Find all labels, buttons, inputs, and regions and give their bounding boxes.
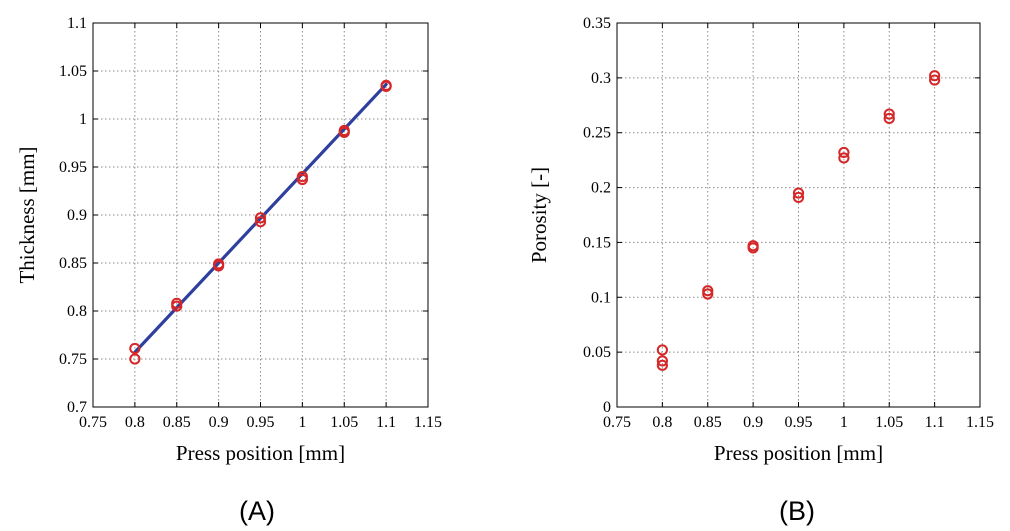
x-tick-label: 0.8: [125, 414, 145, 431]
data-point: [254, 216, 267, 228]
y-tick-label: 0.9: [67, 207, 87, 224]
x-tick-label: 1.15: [414, 414, 442, 431]
y-tick-label: 0.1: [591, 289, 611, 306]
data-point: [296, 173, 308, 186]
y-tick-label: 1: [79, 111, 87, 128]
data-point: [129, 353, 141, 365]
y-tick-label: 0: [603, 399, 611, 416]
data-point: [702, 288, 714, 300]
y-tick-label: 0.75: [59, 351, 87, 368]
data-point: [171, 300, 183, 312]
x-tick-label: 1: [840, 414, 848, 431]
x-tick-label: 0.85: [163, 414, 191, 431]
y-axis-label: Porosity [-]: [527, 167, 551, 263]
x-tick-label: 0.75: [603, 414, 631, 431]
x-tick-label: 0.75: [79, 414, 107, 431]
data-point: [929, 74, 941, 86]
y-tick-label: 0.95: [59, 159, 87, 176]
data-point: [129, 342, 141, 355]
panel-label: (B): [779, 496, 815, 526]
x-tick-label: 1.05: [330, 414, 358, 431]
x-tick-label: 1: [298, 414, 306, 431]
y-tick-label: 0.2: [591, 180, 611, 197]
y-tick-label: 0.35: [583, 15, 611, 32]
y-tick-label: 0.7: [67, 399, 87, 416]
panel-label: (A): [239, 496, 275, 526]
plot-frame: [92, 22, 429, 408]
data-point: [656, 355, 668, 367]
data-point: [702, 285, 714, 297]
y-tick-label: 0.85: [59, 255, 87, 272]
x-tick-label: 0.9: [743, 414, 763, 431]
data-point: [254, 212, 267, 224]
data-point: [338, 126, 350, 139]
data-point: [929, 70, 941, 82]
x-axis-label: Press position [mm]: [176, 441, 345, 465]
data-point: [380, 80, 392, 92]
x-tick-label: 0.8: [652, 414, 672, 431]
x-tick-label: 0.95: [247, 414, 275, 431]
data-point: [747, 242, 759, 254]
data-point: [883, 108, 895, 120]
y-tick-label: 1.05: [59, 63, 87, 80]
x-tick-label: 1.1: [925, 414, 945, 431]
x-tick-label: 1.1: [376, 414, 396, 431]
y-tick-label: 1.1: [67, 15, 87, 32]
chart-panel-a: 0.75 0.8 0.85 0.9 0.95 1 1.05 1.1 1.150.70.750.8…: [15, 15, 442, 526]
y-tick-label: 0.15: [583, 234, 611, 251]
y-axis-label: Thickness [mm]: [15, 146, 39, 283]
x-axis-label: Press position [mm]: [714, 441, 883, 465]
x-tick-label: 0.85: [694, 414, 722, 431]
plot-frame: [616, 22, 981, 408]
data-point: [838, 146, 850, 159]
y-tick-label: 0.8: [67, 303, 87, 320]
data-point: [656, 344, 668, 356]
data-point: [838, 152, 850, 164]
data-point: [213, 260, 225, 272]
x-tick-label: 0.9: [209, 414, 229, 431]
x-tick-label: 1.05: [875, 414, 903, 431]
data-point: [792, 187, 805, 199]
data-point: [883, 112, 895, 125]
data-point: [792, 191, 805, 204]
x-tick-label: 1.15: [966, 414, 994, 431]
y-tick-label: 0.25: [583, 125, 611, 142]
y-tick-label: 0.3: [591, 70, 611, 87]
x-tick-label: 0.95: [785, 414, 813, 431]
data-point: [656, 359, 668, 371]
chart-panel-b: 0.75 0.8 0.85 0.9 0.95 1 1.05 1.1 1.15 0 0.05 0.1 0.…: [527, 15, 994, 526]
y-tick-label: 0.05: [583, 344, 611, 361]
